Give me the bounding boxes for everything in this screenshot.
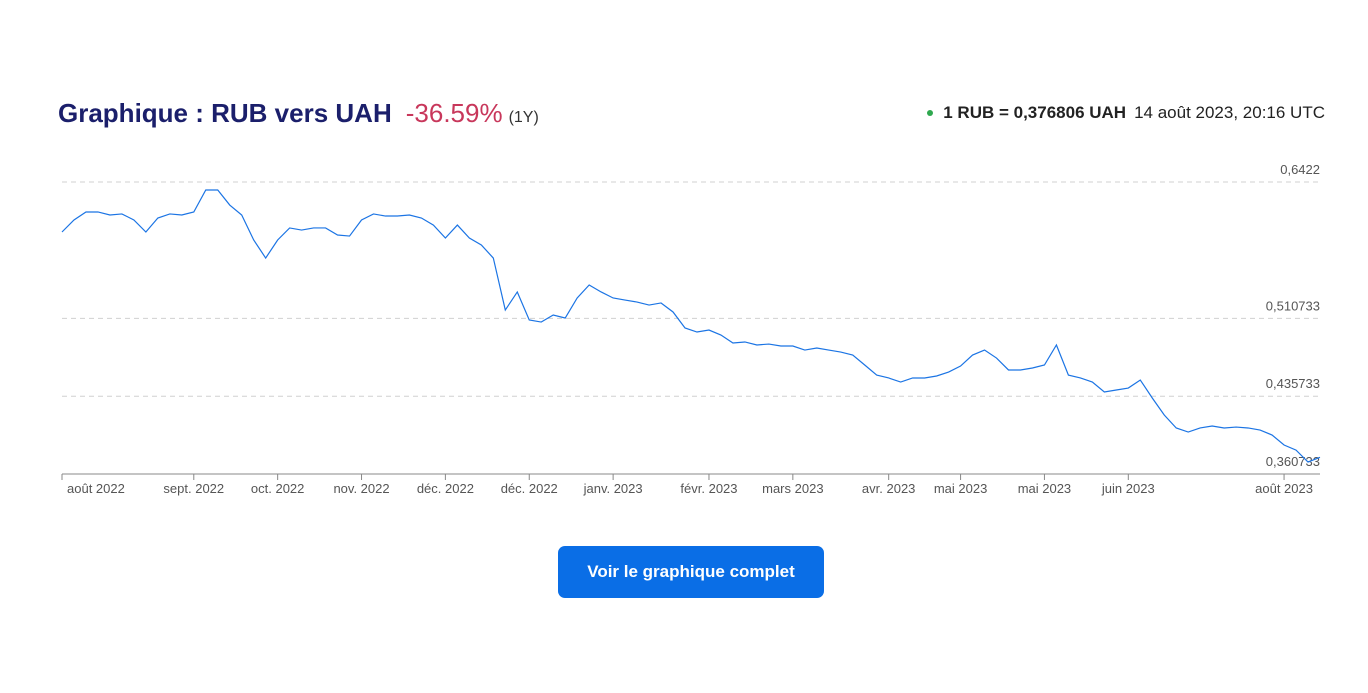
line <box>61 189 1321 463</box>
full-chart-button[interactable]: Voir le graphique complet <box>558 546 824 598</box>
x-tick-label: janv. 2023 <box>583 481 643 496</box>
y-tick-label: 0,435733 <box>1266 376 1320 391</box>
x-tick-label: déc. 2022 <box>417 481 474 496</box>
status-dot <box>927 110 934 116</box>
change: -36.59% <box>405 98 503 128</box>
x-tick-label: août 2023 <box>1255 481 1313 496</box>
x-tick-label: nov. 2022 <box>333 481 389 496</box>
x-tick-label: juin 2023 <box>1101 481 1155 496</box>
x-tick-label: mai 2023 <box>1018 481 1071 496</box>
header: Graphique : RUB vers UAH -36.59% (1Y) <box>58 98 539 129</box>
x-tick-label: avr. 2023 <box>862 481 916 496</box>
x-tick-label: mai 2023 <box>934 481 987 496</box>
timestamp: 14 août 2023, 20:16 UTC <box>1134 103 1325 122</box>
x-tick-label: mars 2023 <box>762 481 823 496</box>
x-tick-label: févr. 2023 <box>680 481 737 496</box>
x-tick-label: août 2022 <box>67 481 125 496</box>
x-tick-label: déc. 2022 <box>501 481 558 496</box>
title: Graphique : RUB vers UAH <box>58 98 392 128</box>
period: (1Y) <box>508 109 539 126</box>
chart: 0,6422 0,510733 0,435733 0,360733 août 2022 s… <box>61 162 1321 496</box>
y-tick-label: 0,6422 <box>1280 162 1320 177</box>
x-tick-label: sept. 2022 <box>163 481 224 496</box>
x-tick-label: oct. 2022 <box>251 481 305 496</box>
rate-info: 1 RUB = 0,376806 UAH 14 août 2023, 20:16… <box>927 103 1325 123</box>
y-tick-label: 0,510733 <box>1266 298 1320 313</box>
y-tick-label: 0,360733 <box>1266 454 1320 469</box>
rate: 1 RUB = 0,376806 UAH <box>943 103 1127 122</box>
